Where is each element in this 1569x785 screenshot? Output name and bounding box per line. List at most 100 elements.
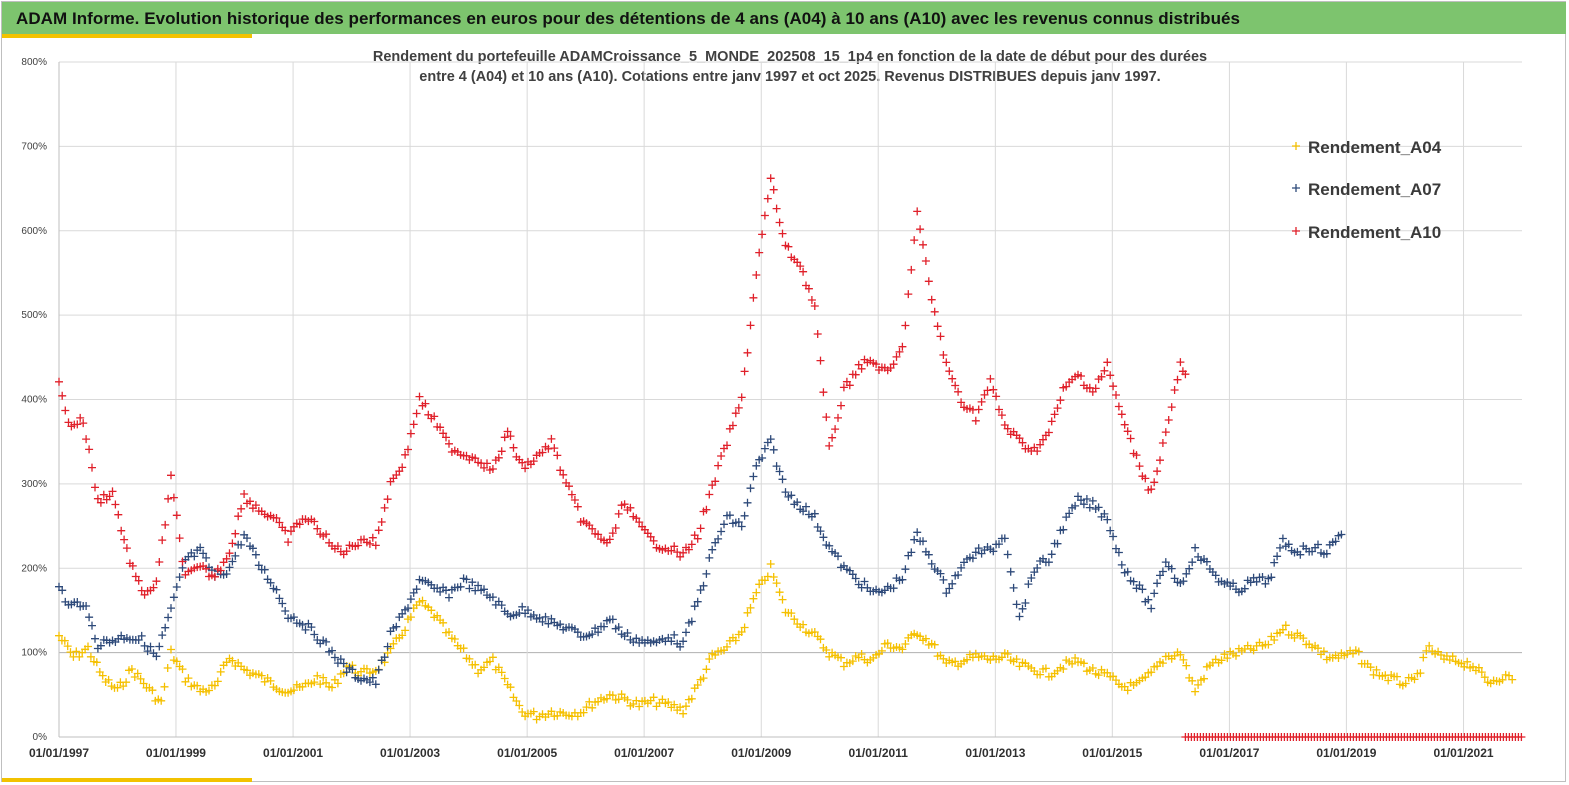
data-points: [55, 174, 1526, 741]
data-point: [693, 597, 702, 606]
data-point: [1106, 526, 1115, 535]
data-point: [500, 433, 509, 442]
data-point: [670, 542, 679, 551]
data-point: [997, 411, 1006, 420]
data-point: [883, 639, 892, 648]
data-point: [939, 351, 948, 359]
data-point: [445, 593, 453, 602]
data-point: [362, 664, 371, 673]
data-point: [588, 524, 597, 533]
data-point: [248, 544, 257, 553]
data-point: [137, 631, 146, 640]
data-point: [1135, 462, 1144, 471]
data-point: [1003, 424, 1012, 433]
y-tick-label: 0%: [33, 732, 48, 743]
data-point: [1036, 670, 1045, 679]
data-point: [136, 674, 145, 683]
data-point: [1314, 540, 1322, 549]
data-point: [1147, 668, 1156, 677]
data-point: [626, 503, 635, 512]
data-point: [567, 490, 576, 499]
data-point: [139, 679, 148, 688]
data-point: [55, 631, 63, 640]
data-point: [1334, 654, 1343, 662]
data-point: [860, 577, 869, 586]
data-point: [1153, 579, 1162, 588]
data-point: [737, 628, 746, 636]
data-point: [696, 586, 705, 594]
data-point: [837, 653, 845, 662]
data-point: [752, 588, 761, 597]
data-point: [939, 575, 948, 584]
data-point: [693, 681, 702, 689]
data-point: [1176, 358, 1185, 367]
data-point: [995, 540, 1003, 549]
x-tick-label: 01/01/2001: [263, 746, 323, 760]
data-point: [1117, 560, 1126, 569]
data-point: [503, 427, 512, 436]
data-point: [1176, 650, 1185, 659]
data-point: [749, 472, 758, 481]
data-point: [948, 579, 957, 588]
data-point: [316, 680, 325, 689]
data-point: [1044, 558, 1053, 567]
data-point: [778, 229, 787, 238]
data-point: [1062, 382, 1071, 391]
data-point: [1270, 636, 1279, 644]
data-point: [1182, 661, 1191, 670]
data-point: [342, 547, 351, 556]
data-point: [635, 518, 644, 527]
data-point: [1401, 679, 1410, 688]
data-point: [758, 454, 767, 462]
data-point: [957, 563, 966, 572]
data-point: [845, 381, 854, 390]
data-point: [1437, 651, 1445, 659]
data-point: [1299, 634, 1308, 643]
data-point: [307, 623, 316, 632]
data-point: [813, 523, 822, 531]
data-point: [371, 680, 380, 689]
data-point: [676, 642, 685, 651]
data-point: [488, 593, 497, 602]
data-point: [1384, 676, 1393, 685]
data-point: [1182, 569, 1191, 578]
data-point: [1071, 654, 1080, 662]
data-point: [406, 429, 415, 438]
data-point: [1103, 515, 1112, 524]
data-point: [1015, 612, 1024, 621]
data-point: [898, 575, 907, 584]
data-point: [1088, 664, 1097, 672]
data-point: [1258, 573, 1267, 581]
data-point: [368, 533, 377, 542]
data-point: [848, 657, 857, 666]
data-point: [518, 458, 527, 467]
data-point: [614, 509, 623, 518]
data-point: [75, 652, 84, 661]
data-point: [731, 409, 740, 418]
data-point: [380, 503, 389, 512]
data-point: [679, 637, 688, 646]
data-point: [91, 634, 99, 643]
data-point: [1170, 386, 1179, 394]
data-point: [989, 385, 998, 394]
data-point: [158, 631, 167, 640]
data-point: [693, 534, 702, 543]
data-point: [260, 565, 269, 574]
data-point: [737, 393, 746, 402]
data-point: [1082, 495, 1091, 503]
data-point: [910, 535, 919, 544]
data-point: [963, 655, 971, 664]
x-tick-label: 01/01/1997: [29, 746, 89, 760]
data-point: [913, 207, 922, 216]
data-point: [313, 671, 322, 680]
y-tick-label: 600%: [21, 226, 47, 237]
data-point: [1135, 581, 1144, 590]
data-point: [746, 484, 755, 493]
data-point: [328, 646, 336, 655]
data-point: [1147, 604, 1156, 613]
data-point: [614, 623, 623, 632]
data-point: [155, 558, 164, 566]
data-point: [1120, 420, 1129, 429]
data-point: [711, 477, 720, 486]
y-tick-label: 300%: [21, 479, 47, 490]
